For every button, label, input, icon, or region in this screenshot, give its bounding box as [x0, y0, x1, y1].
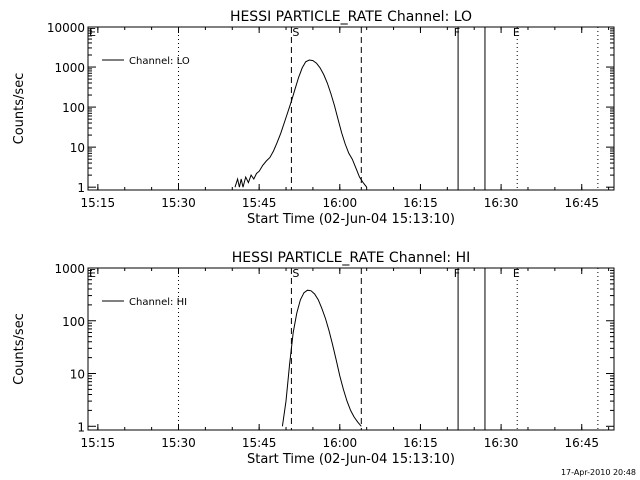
y-tick-label: 1000 [54, 61, 85, 75]
chart-title: HESSI PARTICLE_RATE Channel: LO [230, 9, 472, 25]
marker-letter-f: F [454, 26, 460, 39]
y-tick-label: 1000 [54, 262, 85, 276]
x-tick-label: 16:15 [403, 196, 438, 210]
plot-frame [87, 26, 615, 191]
y-tick-label: 10000 [47, 21, 85, 35]
chart-title: HESSI PARTICLE_RATE Channel: HI [232, 250, 470, 266]
x-tick-label: 16:45 [564, 436, 599, 450]
generation-timestamp: 17-Apr-2010 20:48 [560, 468, 636, 477]
plot-frame [87, 267, 615, 431]
x-axis-label: Start Time (02-Jun-04 15:13:10) [247, 452, 455, 467]
y-tick-label: 10 [70, 368, 85, 382]
x-tick-label: 15:45 [242, 436, 277, 450]
x-tick-label: 16:30 [484, 436, 519, 450]
x-tick-label: 15:30 [161, 436, 196, 450]
y-tick-label: 1 [77, 181, 85, 195]
x-tick-label: 16:30 [484, 196, 519, 210]
marker-letter-f: F [454, 267, 460, 280]
series-line-lo [234, 59, 368, 188]
marker-letter-s: S [292, 26, 299, 39]
legend-label: Channel: HI [129, 297, 187, 308]
y-axis-label: Counts/sec [12, 73, 27, 145]
x-axis-label: Start Time (02-Jun-04 15:13:10) [247, 212, 455, 227]
x-tick-label: 15:15 [81, 196, 116, 210]
x-tick-label: 16:00 [323, 196, 358, 210]
marker-letter-s: S [292, 267, 299, 280]
x-tick-label: 15:45 [242, 196, 277, 210]
y-tick-label: 10 [70, 141, 85, 155]
y-axis-label: Counts/sec [12, 313, 27, 385]
marker-letter-e: E [89, 267, 96, 280]
marker-letter-e: E [89, 26, 96, 39]
x-tick-label: 16:00 [323, 436, 358, 450]
y-tick-label: 100 [62, 101, 85, 115]
x-tick-label: 16:15 [403, 436, 438, 450]
y-tick-label: 1 [77, 420, 85, 434]
x-tick-label: 16:45 [564, 196, 599, 210]
marker-letter-e: E [513, 267, 520, 280]
marker-letter-e: E [513, 26, 520, 39]
x-tick-label: 15:30 [161, 196, 196, 210]
x-tick-label: 15:15 [81, 436, 116, 450]
legend-label: Channel: LO [129, 56, 190, 67]
series-line-hi [281, 289, 362, 427]
y-tick-label: 100 [62, 315, 85, 329]
